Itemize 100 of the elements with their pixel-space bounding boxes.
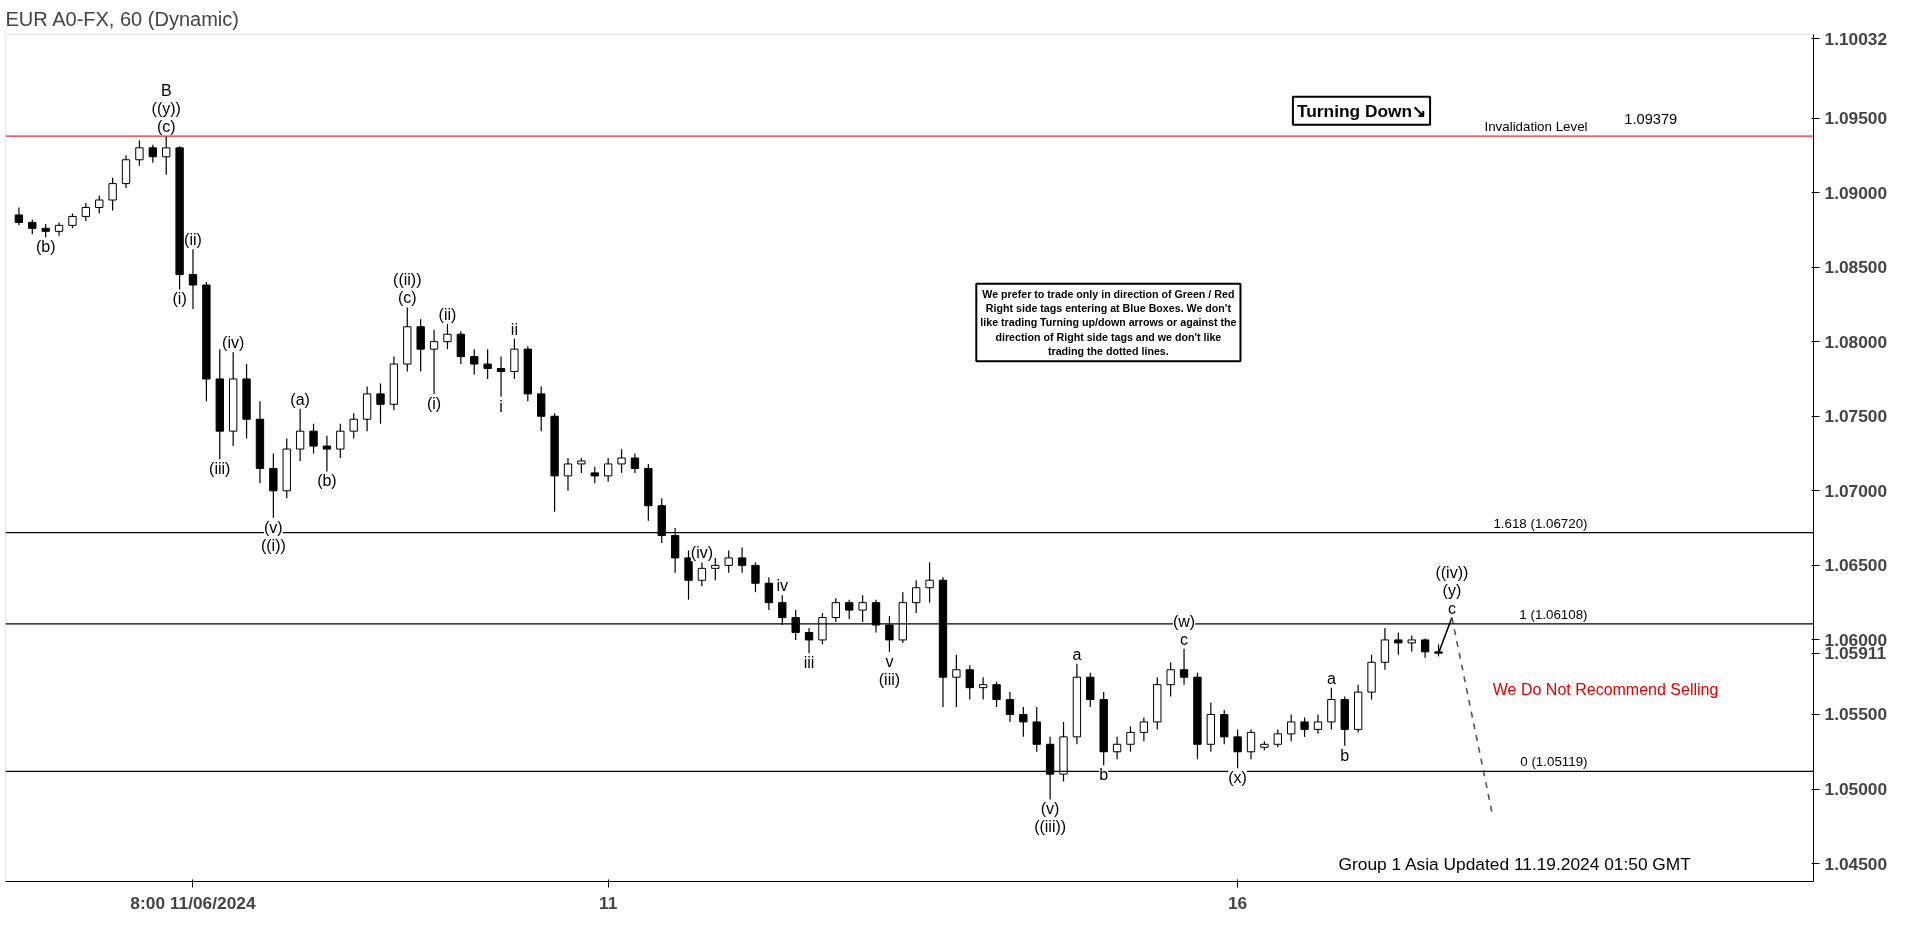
candlestick — [1139, 716, 1149, 742]
candlestick — [322, 435, 332, 473]
annotation: (x) — [1228, 769, 1247, 787]
annotation: ((i)) — [260, 536, 286, 554]
candlestick — [845, 599, 854, 620]
candlestick — [416, 318, 425, 373]
candlestick — [992, 681, 1001, 708]
annotation: (b) — [317, 472, 337, 490]
candlestick — [603, 457, 613, 483]
x-tick-label: 16 — [1227, 892, 1248, 913]
candlestick — [751, 561, 760, 593]
candlestick — [952, 654, 961, 708]
candlestick — [121, 154, 131, 189]
candlestick — [1166, 661, 1175, 698]
candlestick — [429, 329, 439, 395]
candlestick — [1086, 672, 1095, 708]
annotation: ((iv)) — [1435, 563, 1469, 581]
candlestick — [188, 248, 198, 310]
ref-line-label: Invalidation Level — [1484, 119, 1588, 135]
candlestick — [764, 576, 774, 611]
candlestick — [269, 452, 278, 519]
candlestick — [1005, 691, 1015, 723]
candlestick — [617, 448, 626, 474]
annotation: iv — [776, 577, 789, 595]
annotation: v — [885, 652, 894, 670]
annotation: iii — [803, 654, 815, 672]
candlestick — [1179, 648, 1189, 686]
annotation: (b) — [35, 238, 56, 256]
annotation: Turning Down↘ — [1296, 100, 1427, 121]
candlestick — [456, 330, 466, 365]
candlestick — [711, 557, 720, 581]
y-tick-label: 1.04500 — [1824, 853, 1888, 874]
candlestick — [1112, 736, 1122, 760]
candlestick — [1327, 687, 1336, 730]
annotation: (i) — [172, 290, 187, 308]
candlestick — [135, 139, 144, 167]
candlestick — [349, 412, 358, 440]
annotation: (v) — [264, 518, 283, 536]
candlestick — [496, 356, 506, 398]
candlestick — [510, 338, 519, 380]
annotation: (c) — [397, 289, 417, 307]
annotation: a — [1072, 645, 1082, 663]
candlestick — [1126, 725, 1135, 753]
annotation: We Do Not Recommend Selling — [1492, 680, 1719, 698]
annotation: ((y)) — [151, 100, 181, 118]
y-tick-label: 1.08500 — [1824, 257, 1888, 278]
annotation: i — [499, 397, 503, 415]
chart-title: EUR A0-FX, 60 (Dynamic) — [5, 7, 239, 30]
candlestick — [295, 408, 305, 462]
y-tick-label: 1.08000 — [1824, 331, 1888, 352]
candlestick — [1313, 713, 1323, 735]
candlestick — [912, 579, 921, 614]
annotation: b — [1099, 766, 1109, 784]
annotation: (iii) — [878, 670, 901, 688]
candlestick — [925, 561, 934, 604]
candlestick — [1032, 706, 1041, 753]
annotation: b — [1340, 746, 1350, 764]
annotation: (c) — [156, 118, 176, 136]
y-tick-label: 1.10032 — [1824, 28, 1888, 49]
ref-line-label: 0 (1.05119) — [1520, 754, 1588, 770]
ref-line-label: 1 (1.06108) — [1519, 606, 1588, 622]
y-tick-label: 1.07000 — [1824, 480, 1888, 501]
candlestick — [162, 135, 171, 176]
y-tick-label: 1.05500 — [1824, 704, 1888, 725]
candlestick — [1287, 713, 1296, 742]
candlestick — [443, 323, 452, 350]
annotation: Group 1 Asia Updated 11.19.2024 01:50 GMT — [1338, 853, 1692, 874]
candlestick — [537, 385, 546, 432]
candlestick — [309, 423, 318, 455]
candlestick — [470, 348, 479, 376]
candlestick — [1300, 716, 1309, 738]
annotation: (v) — [1040, 800, 1060, 818]
candlestick — [483, 348, 492, 380]
candlestick — [563, 457, 573, 492]
candlestick — [1246, 728, 1256, 760]
candlestick — [1233, 728, 1242, 769]
candlestick — [804, 627, 814, 654]
candlestick — [1394, 631, 1403, 656]
candlestick — [1019, 706, 1028, 738]
candlestick — [965, 664, 974, 701]
y-tick-label: 1.07500 — [1824, 406, 1888, 427]
candlestick — [108, 177, 117, 212]
annotation: (y) — [1442, 581, 1462, 599]
annotation: ((iii)) — [1034, 818, 1067, 836]
annotation: 1.09379 — [1624, 111, 1678, 128]
candlestick — [336, 423, 345, 459]
annotation: (iv) — [222, 334, 245, 352]
annotation: (ii) — [438, 305, 457, 323]
y-tick-label: 1.09500 — [1824, 108, 1888, 129]
candlestick — [737, 546, 747, 574]
candlestick — [1220, 709, 1229, 745]
x-tick-label: 8:00 11/06/2024 — [130, 892, 256, 913]
annotation: (iv) — [690, 544, 714, 562]
annotation: c — [1447, 599, 1456, 617]
y-tick-label: 1.05000 — [1824, 779, 1888, 800]
candlestick — [1380, 627, 1390, 671]
annotation: B — [160, 82, 172, 100]
annotation: We prefer to trade only in direction of Green / Red Right side tags entering at Blue Boxes. We don't like trading Turning up/down arrows or against the direction of Right side tags and we don't like trading the dotted lines. — [980, 287, 1237, 358]
annotation: ii — [510, 320, 518, 338]
annotation: c — [1180, 630, 1189, 648]
